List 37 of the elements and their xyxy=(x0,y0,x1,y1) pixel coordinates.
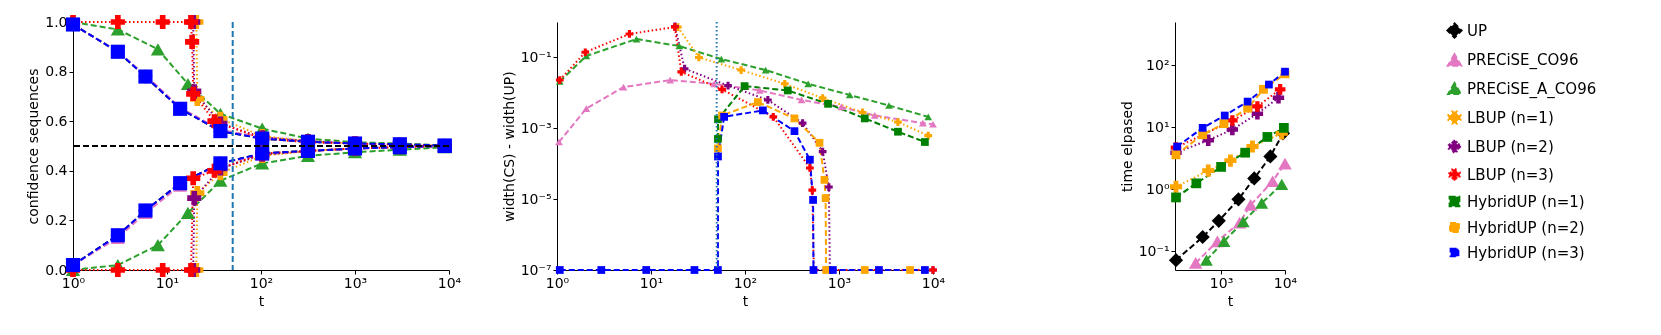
y-tick-label: 10⁻⁵ xyxy=(520,190,552,207)
y-tick-label: 10⁻³ xyxy=(520,119,552,136)
x-axis-title: t xyxy=(742,292,749,309)
y-axis-title: width(CS) - width(UP) xyxy=(500,71,517,222)
x-tick-label: 10⁴ xyxy=(1273,274,1298,291)
legend-label: UP xyxy=(1467,21,1488,40)
y-tick-label: 10¹ xyxy=(1146,118,1170,135)
y-tick-label: 0.6 xyxy=(45,112,68,129)
y-tick-label: 0.2 xyxy=(45,211,68,228)
y-axis-title: confidence sequences xyxy=(25,68,42,225)
legend-label: HybridUP (n=1) xyxy=(1467,192,1585,211)
x-tick-label: 10³ xyxy=(827,274,852,291)
legend-label: LBUP (n=2) xyxy=(1467,137,1554,156)
legend-label: PRECiSE_CO96 xyxy=(1467,51,1579,70)
y-tick-label: 10⁰ xyxy=(1146,180,1170,197)
y-tick-label: 1.0 xyxy=(45,13,68,30)
y-tick-label: 0.4 xyxy=(45,162,68,179)
y-tick-label: 10⁻¹ xyxy=(520,48,552,65)
x-tick-label: 10³ xyxy=(343,274,368,291)
x-tick-label: 10³ xyxy=(1209,274,1234,291)
legend-label: HybridUP (n=3) xyxy=(1467,243,1585,262)
legend-label: LBUP (n=1) xyxy=(1467,108,1554,127)
x-tick-label: 10¹ xyxy=(639,274,664,291)
x-tick-label: 10⁴ xyxy=(921,274,946,291)
x-tick-label: 10⁴ xyxy=(437,274,462,291)
y-tick-label: 10⁻¹ xyxy=(1138,242,1170,259)
legend-label: LBUP (n=3) xyxy=(1467,165,1554,184)
x-tick-label: 10² xyxy=(733,274,758,291)
x-axis-title: t xyxy=(1227,292,1234,309)
y-tick-label: 10² xyxy=(1146,56,1170,73)
x-tick-label: 10¹ xyxy=(155,274,180,291)
legend-label: PRECiSE_A_CO96 xyxy=(1467,79,1597,99)
x-axis-title: t xyxy=(258,292,265,309)
y-axis-title: time elpased xyxy=(1118,101,1135,192)
y-tick-label: 0.8 xyxy=(45,63,68,80)
legend-label: HybridUP (n=2) xyxy=(1467,218,1585,237)
x-tick-label: 10² xyxy=(249,274,274,291)
